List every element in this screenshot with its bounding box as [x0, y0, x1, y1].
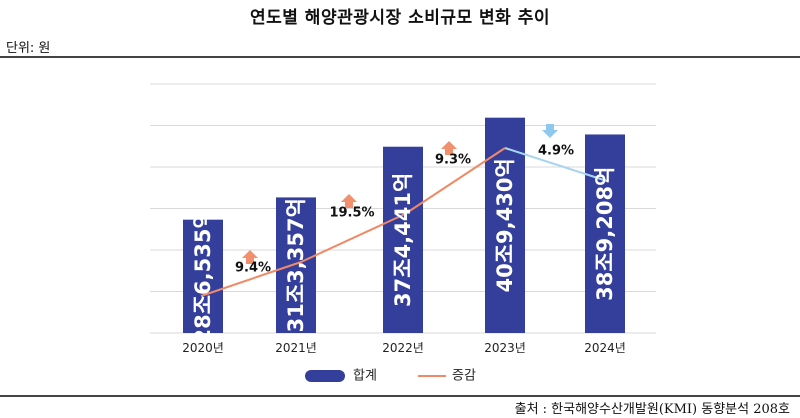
x-tick-label: 2021년 — [275, 341, 317, 355]
change-line-segment — [300, 213, 406, 263]
change-percent-label: 9.3% — [435, 153, 471, 168]
source-note: 출처 : 한국해양수산개발원(KMI) 동향분석 208호 — [514, 402, 790, 417]
change-percent-label: 19.5% — [329, 206, 374, 221]
arrow-up-icon — [242, 250, 258, 264]
bottom-divider — [0, 395, 800, 397]
arrow-up-icon — [341, 194, 357, 208]
bar — [183, 219, 223, 333]
chart-canvas: 28조6,535억 31조3,357억 37조4,441억 40조9,430억 38조9… — [150, 83, 656, 384]
unit-label: 단위: 원 — [6, 41, 51, 56]
change-percent-label: 9.4% — [235, 261, 271, 276]
bar — [383, 146, 423, 333]
bar — [585, 134, 625, 333]
arrow-up-icon — [441, 141, 457, 155]
change-line-segment — [200, 261, 302, 297]
bar-value-label: 38조9,208억 — [593, 167, 617, 301]
change-line-segment — [404, 147, 506, 215]
bar-value-label: 31조3,357억 — [284, 198, 308, 332]
change-percent-label: 4.9% — [538, 144, 574, 159]
arrow-down-icon — [542, 124, 558, 138]
bar-value-label: 40조9,430억 — [493, 158, 517, 292]
bar — [485, 117, 525, 334]
x-tick-label: 2024년 — [584, 341, 626, 355]
top-divider — [0, 56, 800, 58]
chart-title: 연도별 해양관광시장 소비규모 변화 추이 — [249, 8, 551, 28]
legend-label: 합계 — [353, 369, 377, 384]
x-tick-label: 2020년 — [182, 341, 224, 355]
legend-label: 증감 — [452, 369, 476, 384]
bar-value-label: 37조4,441억 — [391, 173, 415, 307]
legend-bar-swatch — [305, 370, 345, 382]
bar — [276, 197, 316, 333]
bar-value-label: 28조6,535억 — [191, 209, 215, 343]
x-tick-label: 2022년 — [382, 341, 424, 355]
x-tick-label: 2023년 — [484, 341, 526, 355]
change-line-segment — [504, 147, 608, 182]
